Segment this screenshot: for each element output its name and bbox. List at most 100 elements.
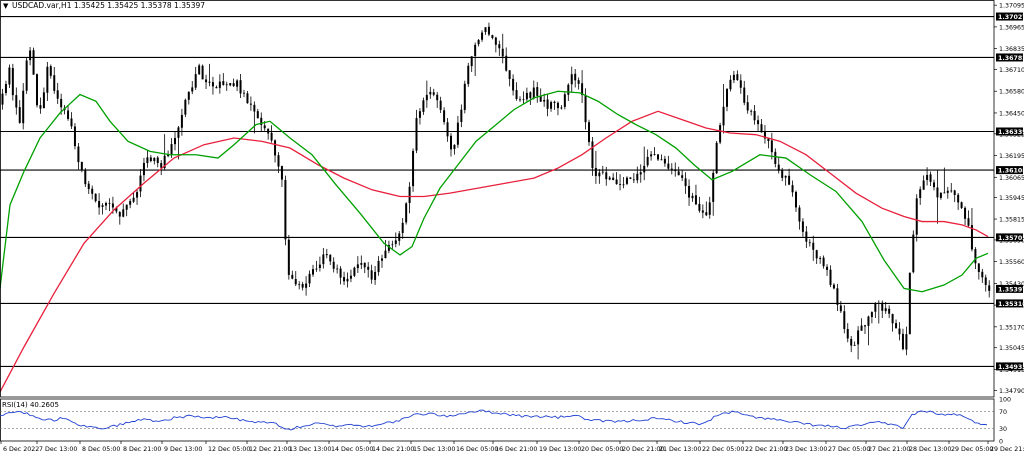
candle	[943, 167, 946, 194]
price-tick-label: 1.35560	[999, 259, 1024, 266]
candle-body	[922, 180, 925, 190]
candle-body	[108, 203, 111, 204]
candle	[539, 88, 542, 102]
sr-label-5-bg	[996, 299, 1023, 308]
candle-body	[543, 99, 546, 102]
candle-body	[798, 207, 801, 222]
candle-body	[988, 285, 991, 291]
candle	[632, 173, 635, 184]
candle-body	[474, 44, 477, 57]
candle	[726, 87, 728, 112]
time-tick-label: 19 Dec 13:00	[539, 446, 581, 453]
ma-slow-line	[0, 110, 989, 393]
candle-body	[884, 308, 887, 312]
candle	[367, 262, 370, 278]
candle-body	[826, 266, 829, 270]
candle	[229, 82, 232, 87]
candle-body	[970, 225, 973, 250]
candle-body	[950, 190, 953, 192]
candle-body	[750, 110, 753, 112]
candle	[29, 46, 32, 66]
candle-body	[864, 325, 866, 327]
candle-body	[839, 305, 842, 312]
candle	[125, 204, 128, 217]
time-tick-label: 14 Dec 05:00	[331, 446, 373, 453]
candle-body	[581, 83, 584, 96]
candle	[129, 198, 132, 209]
candle-body	[860, 325, 863, 331]
candle	[246, 91, 249, 104]
candle-body	[574, 73, 577, 81]
candle-body	[829, 269, 832, 285]
candle-body	[615, 179, 618, 185]
candle	[774, 148, 777, 168]
candle	[267, 128, 270, 140]
candle	[329, 254, 332, 266]
candle	[305, 276, 308, 296]
candle-body	[843, 311, 846, 329]
candle-body	[522, 99, 525, 101]
candle	[646, 149, 649, 168]
candle-body	[105, 202, 107, 206]
candle	[494, 36, 497, 53]
candle	[805, 226, 808, 249]
candle-body	[129, 201, 132, 205]
candle	[339, 266, 342, 285]
candle-body	[115, 207, 118, 212]
candle	[53, 66, 56, 94]
candle-body	[301, 283, 304, 288]
chart-menu-icon[interactable]: ▼	[3, 2, 9, 10]
candle-body	[501, 48, 504, 57]
candle-body	[477, 39, 480, 45]
rsi-line	[0, 409, 988, 431]
candle-body	[246, 93, 249, 104]
candle-body	[701, 210, 704, 213]
candle	[477, 39, 480, 47]
candle	[570, 66, 573, 93]
candle	[681, 170, 684, 181]
candle	[939, 191, 942, 200]
candle	[936, 170, 939, 224]
candle-body	[84, 169, 87, 185]
candle-body	[222, 81, 225, 85]
time-tick-label: 27 Dec 21:00	[868, 446, 910, 453]
candle	[149, 155, 152, 163]
candle-body	[443, 110, 446, 123]
candle-body	[905, 334, 908, 350]
candle-body	[684, 178, 687, 187]
candle-body	[232, 83, 235, 87]
candle-body	[353, 267, 356, 276]
support-resistance-lines	[0, 15, 994, 367]
candle	[763, 125, 766, 144]
sr-label-3: 1.36108	[998, 168, 1024, 175]
candle-body	[915, 198, 918, 235]
candle	[605, 166, 608, 186]
candle-body	[832, 284, 835, 289]
candle	[639, 164, 642, 183]
candle-body	[363, 262, 366, 268]
candle	[270, 125, 273, 143]
candle-body	[177, 127, 180, 138]
candle	[933, 179, 935, 191]
candle-body	[584, 95, 587, 123]
candle	[839, 300, 842, 314]
candle	[463, 80, 466, 114]
candle-body	[677, 171, 680, 176]
price-tick-label: 1.37095	[999, 3, 1024, 10]
candlesticks	[1, 22, 991, 360]
candle-body	[201, 65, 204, 80]
candle-body	[318, 264, 321, 269]
candle	[132, 192, 135, 204]
candle	[405, 202, 408, 225]
candle-body	[801, 221, 804, 232]
candle	[653, 147, 656, 156]
candle-body	[505, 55, 508, 71]
candle	[901, 328, 904, 351]
candle-body	[260, 117, 263, 125]
candle-body	[360, 263, 363, 265]
candle	[757, 115, 760, 132]
price-axis: 1.37095 1.36965 1.36835 1.36710 1.36580 1.364…	[994, 3, 1024, 395]
time-tick-label: 28 Dec 13:00	[909, 446, 951, 453]
candle	[864, 324, 866, 334]
